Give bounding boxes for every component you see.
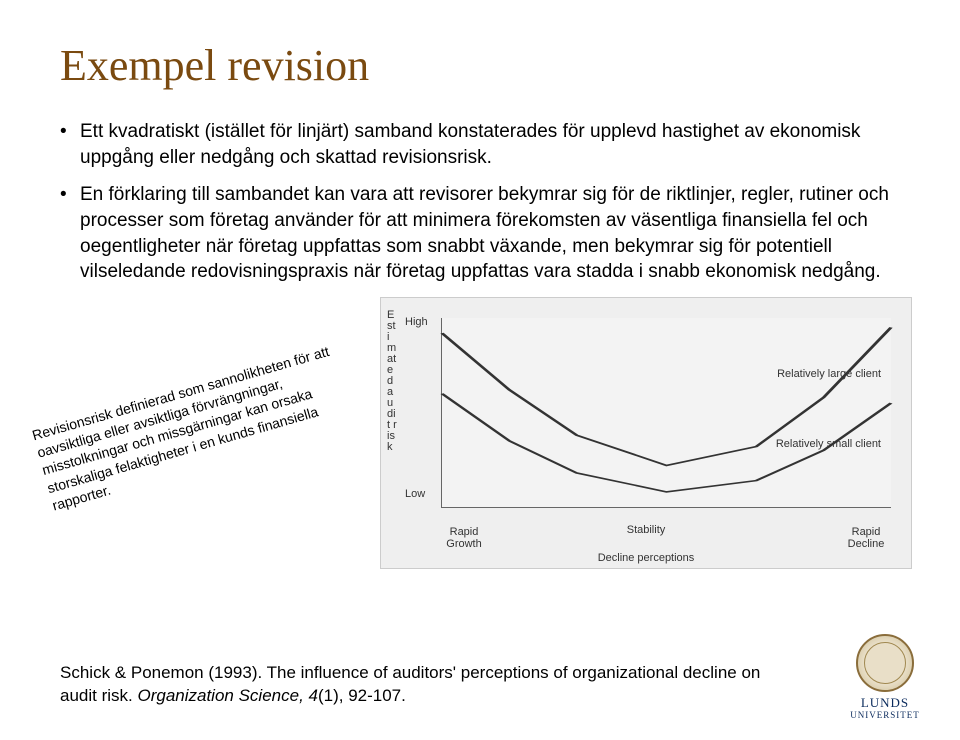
- logo-seal-icon: [856, 634, 914, 692]
- annotation-large-client: Relatively large client: [777, 368, 881, 380]
- lower-area: Revisionsrisk definierad som sannolikhet…: [60, 297, 900, 597]
- y-tick-high: High: [405, 316, 428, 328]
- chart-svg: [442, 318, 891, 507]
- x-axis-title: Decline perceptions: [566, 552, 726, 564]
- x-tick-mid: Stability: [611, 524, 681, 536]
- audit-risk-chart: Estimated audit risk High Low Relatively…: [380, 297, 912, 569]
- y-tick-low: Low: [405, 488, 425, 500]
- slide: Exempel revision Ett kvadratiskt (iställ…: [0, 0, 960, 740]
- x-tick-right: Rapid Decline: [831, 526, 901, 550]
- bullet-item: Ett kvadratiskt (istället för linjärt) s…: [60, 119, 900, 170]
- citation-tail: (1), 92-107.: [318, 686, 406, 705]
- x-tick-left: Rapid Growth: [429, 526, 499, 550]
- annotation-small-client: Relatively small client: [776, 438, 881, 450]
- y-axis-title: Estimated audit risk: [387, 310, 397, 453]
- bullet-list: Ett kvadratiskt (istället för linjärt) s…: [60, 119, 900, 285]
- logo-sub: UNIVERSITET: [830, 710, 940, 720]
- slide-title: Exempel revision: [60, 40, 900, 91]
- logo-name: LUNDS: [830, 696, 940, 710]
- citation-italic: Organization Science, 4: [137, 686, 318, 705]
- university-logo: LUNDS UNIVERSITET: [830, 634, 940, 720]
- citation-footer: Schick & Ponemon (1993). The influence o…: [60, 662, 800, 708]
- chart-plot-area: [441, 318, 891, 508]
- rotated-definition-note: Revisionsrisk definierad som sannolikhet…: [30, 333, 382, 514]
- bullet-item: En förklaring till sambandet kan vara at…: [60, 182, 900, 285]
